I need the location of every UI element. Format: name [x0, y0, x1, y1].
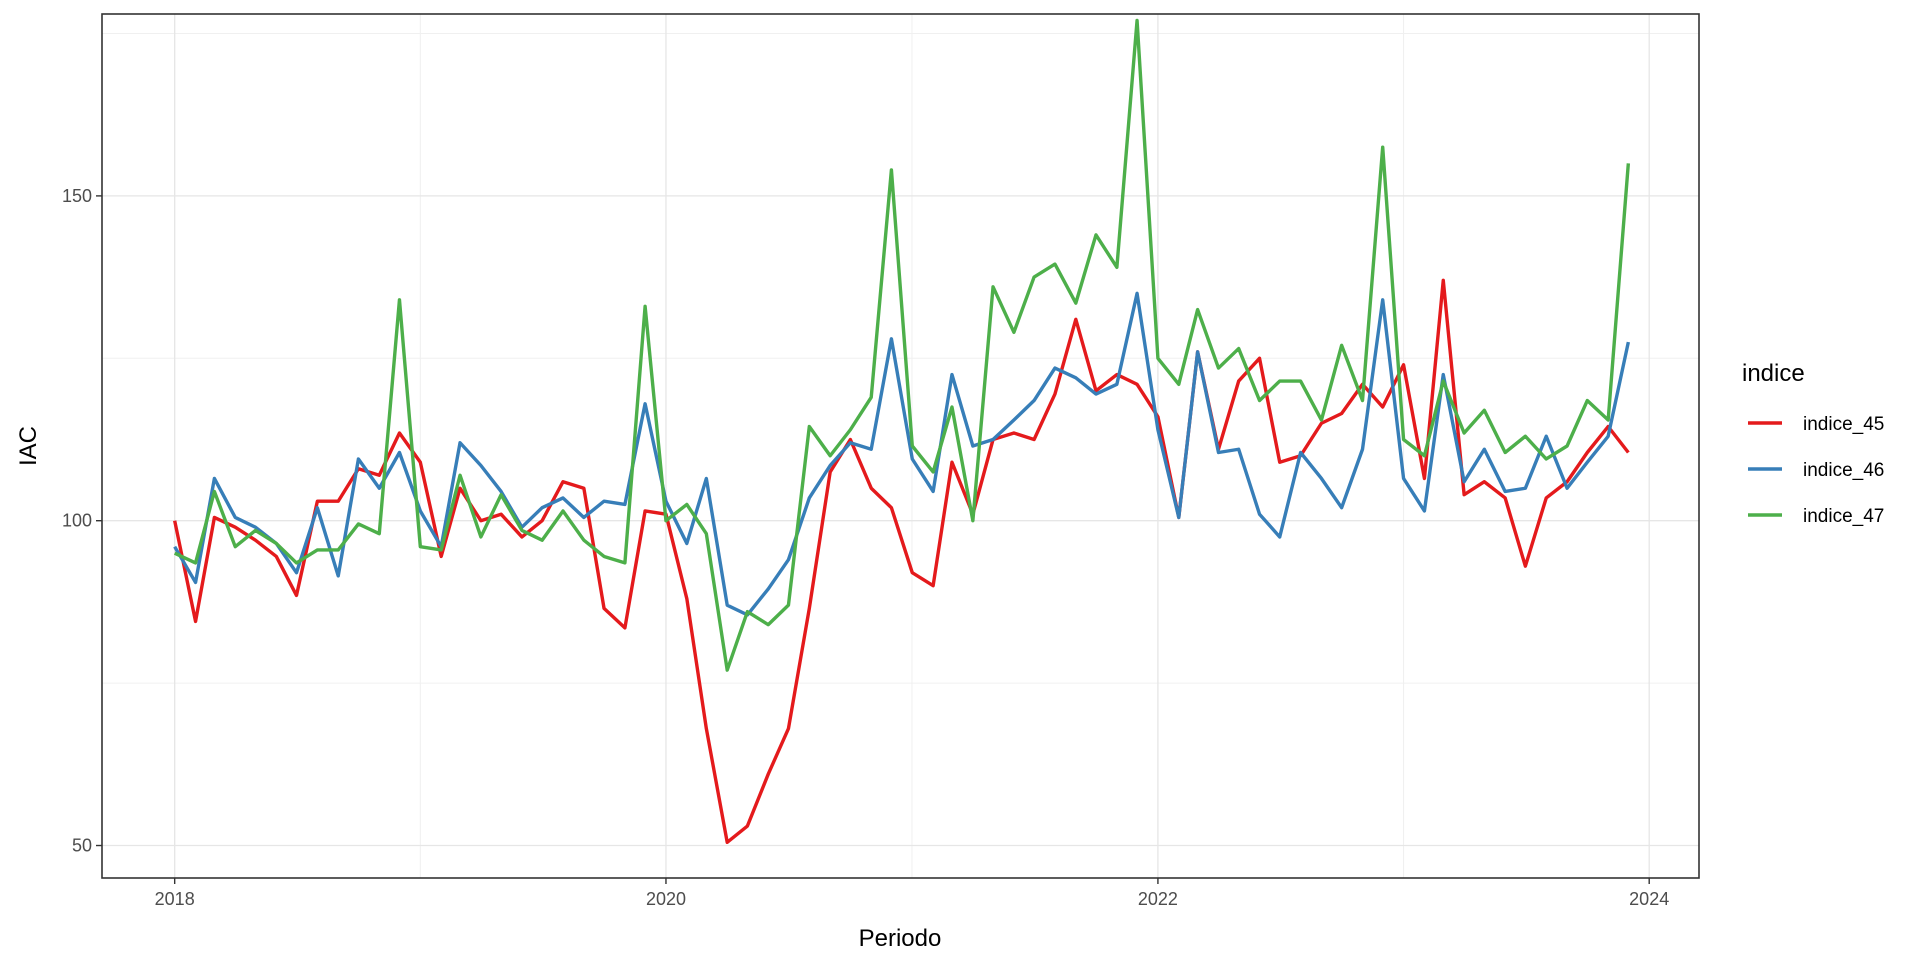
y-axis-title: IAC — [15, 426, 42, 466]
legend: indice indice_45 indice_46 indice_47 — [1742, 360, 1884, 527]
plot-border — [101, 13, 1700, 879]
x-tick-label: 2022 — [1138, 889, 1178, 909]
x-tick-label: 2024 — [1629, 889, 1669, 909]
legend-label-indice-47: indice_47 — [1803, 506, 1884, 527]
x-tick-label: 2018 — [155, 889, 195, 909]
data-series — [173, 18, 1631, 844]
x-axis-title: Periodo — [859, 925, 942, 952]
y-tick-label: 50 — [72, 836, 92, 856]
y-tick-label: 100 — [62, 511, 92, 531]
axes: 50 100 150 2018 2020 2022 2024 — [62, 186, 1669, 909]
y-tick-label: 150 — [62, 186, 92, 206]
x-tick-label: 2020 — [646, 889, 686, 909]
series-line-indice-47 — [173, 18, 1631, 672]
legend-title: indice — [1742, 360, 1805, 387]
legend-entries: indice_45 indice_46 indice_47 — [1748, 414, 1884, 527]
legend-label-indice-45: indice_45 — [1803, 414, 1884, 435]
legend-label-indice-46: indice_46 — [1803, 460, 1884, 481]
series-line-indice-45 — [173, 278, 1630, 844]
grid-lines — [102, 14, 1699, 878]
